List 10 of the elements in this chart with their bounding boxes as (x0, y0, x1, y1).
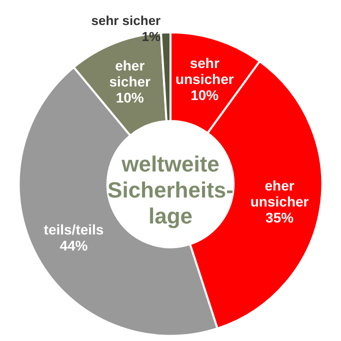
data-label: 10% (190, 87, 220, 104)
data-label: 10% (116, 89, 144, 106)
slice-label: sehr unsicher (175, 55, 234, 88)
slice-label: eher sicher (109, 57, 152, 90)
slice-label: eher unsicher (250, 177, 310, 210)
data-label: 35% (266, 209, 294, 226)
slice-label: teils/teils (44, 221, 104, 238)
slice-label: sehr sicher (91, 12, 161, 28)
data-label: 44% (60, 237, 88, 254)
text: weltweite Sicherheits- lage (108, 152, 234, 228)
